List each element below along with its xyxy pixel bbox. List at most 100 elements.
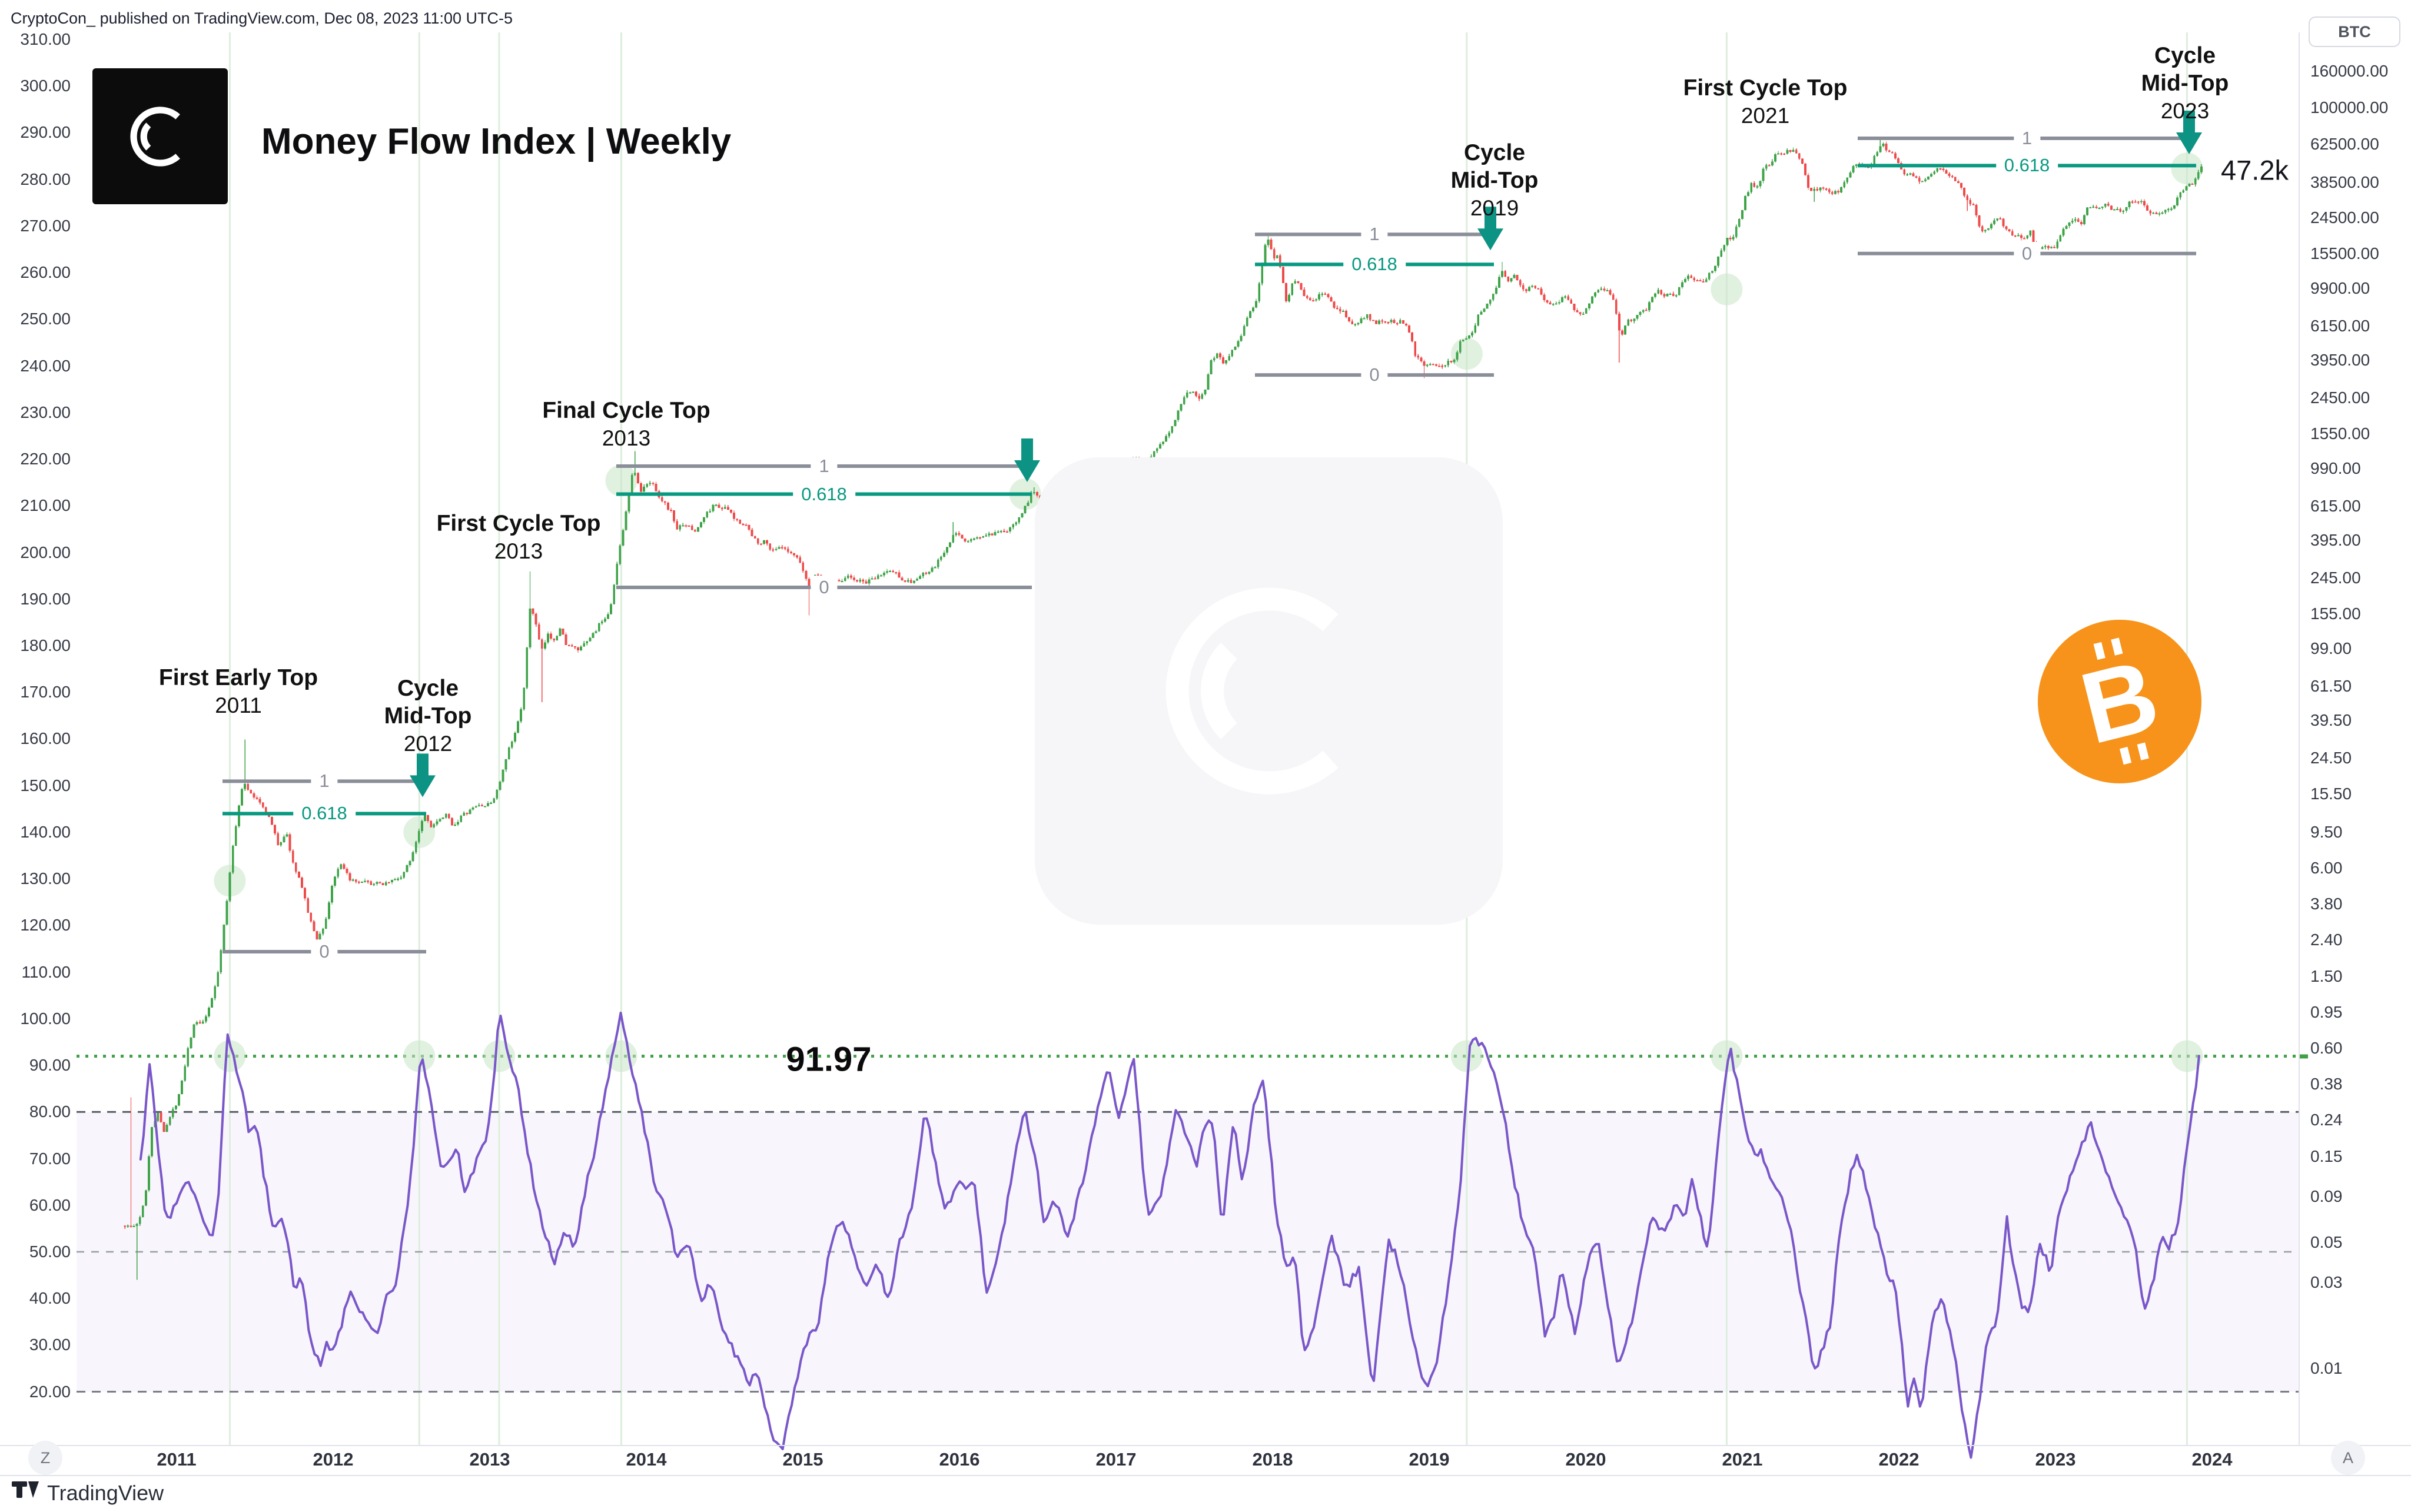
left-axis-tick: 260.00 xyxy=(20,263,71,282)
cycle-top-arrow-icon xyxy=(410,753,436,797)
cycle-annotation: Cycle Mid-Top 2012 xyxy=(384,676,472,756)
left-axis-tick: 130.00 xyxy=(20,869,71,888)
fib-level-label: 1 xyxy=(2013,127,2041,151)
cycle-annotation: Final Cycle Top 2013 xyxy=(542,398,710,450)
left-axis-tick: 180.00 xyxy=(20,636,71,654)
left-axis-tick: 220.00 xyxy=(20,450,71,468)
fib-level-label: 1 xyxy=(311,769,338,793)
attribution-text: CryptoCon_ published on TradingView.com,… xyxy=(11,9,513,27)
right-axis-tick: 15500.00 xyxy=(2310,244,2379,262)
mfi-highlight-circle xyxy=(403,1040,436,1072)
right-axis-tick: 0.60 xyxy=(2310,1038,2343,1057)
right-axis-tick: 24500.00 xyxy=(2310,208,2379,227)
right-axis-tick: 160000.00 xyxy=(2310,61,2389,80)
cycle-annotation: First Cycle Top 2021 xyxy=(1683,75,1848,128)
cycle-annotation: First Early Top 2011 xyxy=(158,665,318,717)
mfi-highlight-circle xyxy=(214,1040,246,1072)
left-axis-tick: 270.00 xyxy=(20,216,71,235)
right-axis-tick: 6150.00 xyxy=(2310,316,2370,335)
fib-level-label: 1 xyxy=(1361,222,1388,247)
left-axis-tick: 250.00 xyxy=(20,310,71,328)
right-axis-tick: 38500.00 xyxy=(2310,172,2379,191)
left-axis-tick: 40.00 xyxy=(29,1289,71,1308)
fib-level-label: 1 xyxy=(811,454,838,478)
left-axis-tick: 60.00 xyxy=(29,1195,71,1214)
right-axis-tick: 615.00 xyxy=(2310,496,2361,515)
price-highlight-circle xyxy=(2171,152,2203,185)
tradingview-branding[interactable]: TradingView xyxy=(12,1481,164,1506)
left-axis-tick: 290.00 xyxy=(20,123,71,142)
mfi-highlight-circle xyxy=(483,1040,515,1072)
left-axis-tick: 100.00 xyxy=(20,1009,71,1028)
price-highlight-circle xyxy=(1711,273,1743,305)
time-axis-tick: 2017 xyxy=(1095,1449,1137,1470)
left-axis-tick: 240.00 xyxy=(20,356,71,375)
mfi-signal-value-label: 91.97 xyxy=(786,1040,872,1079)
right-axis-tick: 0.05 xyxy=(2310,1233,2343,1252)
left-axis-tick: 200.00 xyxy=(20,543,71,561)
left-axis-tick: 140.00 xyxy=(20,822,71,841)
fib-level-label: 0.618 xyxy=(1343,252,1406,277)
fib-level-label: 0 xyxy=(2013,241,2041,265)
right-axis-tick: 1550.00 xyxy=(2310,424,2370,443)
bitcoin-logo-icon: B xyxy=(2038,620,2201,783)
mfi-line xyxy=(139,1011,2200,1459)
left-axis-tick: 210.00 xyxy=(20,496,71,515)
left-axis-tick: 230.00 xyxy=(20,403,71,421)
right-axis-tick: 2.40 xyxy=(2310,930,2343,949)
cycle-annotation: Cycle Mid-Top 2019 xyxy=(1450,140,1539,220)
fib-level-label: 0.618 xyxy=(1995,154,2058,178)
time-axis-tick: 2018 xyxy=(1252,1449,1293,1470)
cryptocon-watermark xyxy=(1035,457,1503,925)
time-axis-tick: 2013 xyxy=(469,1449,510,1470)
mfi-highlight-circle xyxy=(2171,1040,2203,1072)
left-axis-tick: 50.00 xyxy=(29,1242,71,1261)
time-axis-tick: 2012 xyxy=(313,1449,354,1470)
right-axis-tick: 2450.00 xyxy=(2310,388,2370,407)
right-axis-tick: 39.50 xyxy=(2310,711,2352,730)
left-axis-tick: 190.00 xyxy=(20,589,71,608)
fib-level-label: 0.618 xyxy=(793,482,855,506)
time-axis-tick: 2016 xyxy=(939,1449,980,1470)
mfi-highlight-circle xyxy=(1450,1040,1483,1072)
right-axis-tick: 0.24 xyxy=(2310,1110,2343,1129)
right-axis-tick: 155.00 xyxy=(2310,604,2361,623)
time-axis-tick: 2021 xyxy=(1722,1449,1763,1470)
right-axis-tick: 3.80 xyxy=(2310,894,2343,913)
right-scale-separator xyxy=(2299,32,2300,1446)
signal-axis-tick xyxy=(2299,1054,2308,1059)
left-axis-tick: 110.00 xyxy=(21,962,71,981)
left-axis-tick: 120.00 xyxy=(20,916,71,935)
price-highlight-circle xyxy=(1450,338,1483,370)
time-axis-tick: 2015 xyxy=(782,1449,823,1470)
time-axis-tick: 2022 xyxy=(1878,1449,1919,1470)
left-axis-tick: 80.00 xyxy=(29,1102,71,1121)
right-axis-tick: 9900.00 xyxy=(2310,279,2370,298)
fib-level-label: 0 xyxy=(1361,363,1388,387)
cycle-top-arrow-icon xyxy=(1014,438,1040,482)
right-axis-tick: 15.50 xyxy=(2310,784,2352,803)
left-axis-tick: 150.00 xyxy=(20,776,71,795)
left-axis-tick: 90.00 xyxy=(29,1056,71,1075)
right-axis-tick: 990.00 xyxy=(2310,459,2361,478)
mfi-highlight-circle xyxy=(1711,1040,1743,1072)
right-axis-tick: 100000.00 xyxy=(2310,98,2389,117)
left-axis-tick: 20.00 xyxy=(29,1382,71,1401)
cryptocon-c-icon xyxy=(130,106,180,167)
time-axis-tick: 2024 xyxy=(2191,1449,2233,1470)
cryptocon-c-watermark-icon xyxy=(1165,587,1339,795)
fib-level-label: 0.618 xyxy=(293,802,356,826)
autoscale-button[interactable]: A xyxy=(2331,1441,2365,1475)
tradingview-wordmark: TradingView xyxy=(47,1481,164,1505)
left-axis-tick: 160.00 xyxy=(20,729,71,748)
right-axis-tick: 1.50 xyxy=(2310,967,2343,986)
tradingview-logo-icon xyxy=(12,1481,39,1498)
time-axis-separator xyxy=(0,1445,2411,1446)
fib-level-label: 0 xyxy=(811,576,838,600)
fib-level-label: 0 xyxy=(311,939,338,963)
timezone-button[interactable]: Z xyxy=(28,1441,62,1475)
time-axis-tick: 2023 xyxy=(2035,1449,2076,1470)
right-axis-tick: 99.00 xyxy=(2310,639,2352,658)
